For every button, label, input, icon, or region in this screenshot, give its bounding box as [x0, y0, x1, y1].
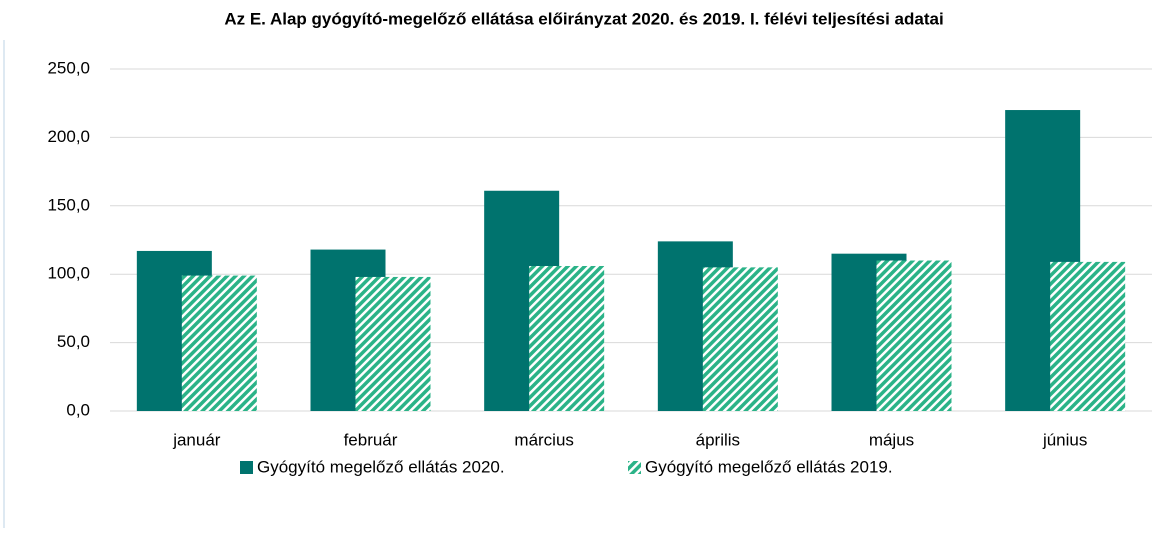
y-tick-label: 200,0 [47, 127, 90, 146]
legend-label: Gyógyító megelőző ellátás 2019. [645, 457, 893, 476]
y-tick-label: 100,0 [47, 264, 90, 283]
legend-swatch [628, 461, 641, 474]
bar [702, 267, 778, 411]
x-tick-label: június [1042, 430, 1087, 449]
legend-label: Gyógyító megelőző ellátás 2020. [257, 457, 505, 476]
chart-title: Az E. Alap gyógyító-megelőző ellátása el… [224, 9, 943, 28]
bar [181, 275, 257, 411]
x-tick-label: március [514, 430, 574, 449]
x-tick-label: január [172, 430, 221, 449]
x-tick-label: február [344, 430, 398, 449]
bar [876, 260, 952, 411]
bar [529, 265, 605, 411]
x-tick-label: április [696, 430, 740, 449]
bar [355, 276, 431, 411]
bar [1050, 261, 1126, 411]
y-tick-label: 0,0 [66, 400, 90, 419]
y-tick-label: 150,0 [47, 195, 90, 214]
y-tick-label: 250,0 [47, 58, 90, 77]
legend-swatch [240, 461, 253, 474]
x-tick-label: május [869, 430, 914, 449]
y-tick-label: 50,0 [57, 332, 90, 351]
